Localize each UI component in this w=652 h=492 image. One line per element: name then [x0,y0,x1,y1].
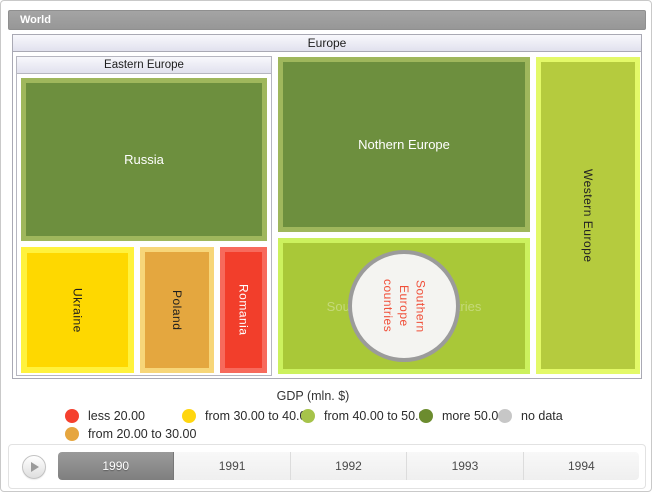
timeline: 1990 1991 1992 1993 1994 [8,444,646,489]
treemap-cell-western-europe[interactable]: Western Europe [536,57,640,374]
legend-dot-gray [498,409,512,423]
legend-dot-yellowgreen [301,409,315,423]
timeline-year-1993[interactable]: 1993 [407,452,524,480]
treemap-cell-romania[interactable]: Romania [220,247,267,373]
timeline-year-1992[interactable]: 1992 [290,452,408,480]
timeline-year-1990[interactable]: 1990 [58,452,175,480]
romania-label: Romania [236,284,251,336]
breadcrumb-world[interactable]: World [8,10,646,30]
legend-item-no-data[interactable]: no data [498,408,563,424]
legend-item-20-30[interactable]: from 20.00 to 30.00 [65,426,196,442]
treemap-cell-poland[interactable]: Poland [140,247,214,373]
legend-item-40-50[interactable]: from 40.00 to 50.00 [301,408,432,424]
legend-dot-yellow [182,409,196,423]
southern-europe-circle-label: Southern Europe countries [380,279,428,333]
treemap-cell-ukraine[interactable]: Ukraine [21,247,134,373]
treemap-group-europe: Europe Eastern Europe Russia Ukraine Pol… [12,34,642,379]
treemap-cell-northern-europe[interactable]: Nothern Europe [278,57,530,232]
ukraine-label: Ukraine [70,287,85,333]
legend-item-less-20[interactable]: less 20.00 [65,408,145,424]
legend-dot-darkgreen [419,409,433,423]
timeline-year-1994[interactable]: 1994 [523,452,640,480]
europe-group-header[interactable]: Europe [13,35,641,52]
legend-dot-red [65,409,79,423]
legend-item-30-40[interactable]: from 30.00 to 40.00 [182,408,313,424]
northern-europe-label: Nothern Europe [358,137,450,152]
play-button[interactable] [22,455,46,479]
legend-title: GDP (mln. $) [276,389,350,403]
russia-label: Russia [124,152,164,167]
play-icon [31,462,39,472]
treemap-cell-southern-europe[interactable]: Southern Europe countries Southern Europ… [278,238,530,374]
treemap-group-eastern-europe: Eastern Europe Russia Ukraine Poland Rom… [16,56,272,376]
timeline-year-1991[interactable]: 1991 [174,452,291,480]
southern-europe-drilldown-circle[interactable]: Southern Europe countries [348,250,460,362]
western-europe-label: Western Europe [581,168,595,263]
treemap-cell-russia[interactable]: Russia [21,78,267,241]
timeline-segments: 1990 1991 1992 1993 1994 [58,452,640,480]
legend-item-more-50[interactable]: more 50.00 [419,408,505,424]
eastern-europe-group-header[interactable]: Eastern Europe [17,57,271,74]
poland-label: Poland [170,289,184,331]
legend-dot-orange [65,427,79,441]
